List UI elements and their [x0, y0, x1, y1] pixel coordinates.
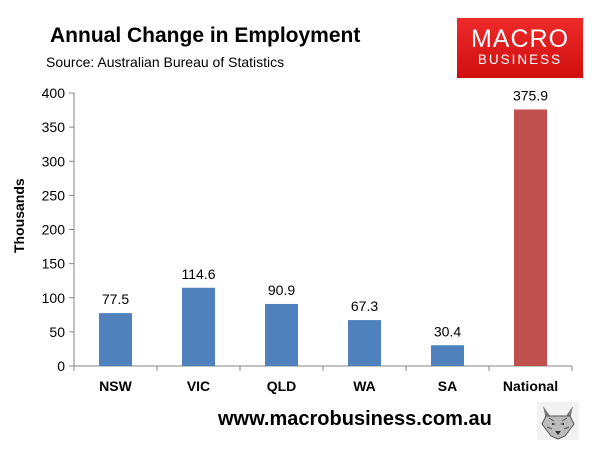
x-tick-label-national: National — [503, 378, 558, 394]
y-tick-label: 50 — [49, 324, 65, 340]
y-tick-label: 150 — [42, 256, 66, 272]
y-tick-label: 200 — [42, 222, 66, 238]
bar-wa — [348, 320, 381, 366]
data-label-sa: 30.4 — [434, 323, 461, 339]
y-tick-label: 250 — [42, 187, 66, 203]
chart-title: Annual Change in Employment — [50, 24, 361, 47]
bar-qld — [265, 303, 298, 366]
x-tick-label-nsw: NSW — [99, 378, 132, 394]
website-url: www.macrobusiness.com.au — [218, 408, 492, 430]
y-tick-label: 400 — [42, 85, 66, 101]
y-tick-label: 100 — [42, 290, 66, 306]
data-label-national: 375.9 — [513, 87, 548, 103]
y-tick-label: 300 — [42, 153, 66, 169]
logo-line-macro: MACRO — [470, 25, 570, 53]
bar-sa — [431, 345, 464, 366]
macrobusiness-logo: MACRO BUSINESS — [457, 18, 583, 78]
bar-vic — [182, 287, 215, 366]
bar-national — [514, 109, 547, 367]
data-label-qld: 90.9 — [268, 282, 295, 298]
data-label-wa: 67.3 — [351, 298, 378, 314]
x-tick-label-wa: WA — [353, 378, 376, 394]
logo-line-business: BUSINESS — [477, 52, 563, 67]
x-tick-label-sa: SA — [438, 378, 457, 394]
data-label-nsw: 77.5 — [102, 291, 129, 307]
wolf-icon — [537, 402, 579, 440]
chart-source: Source: Australian Bureau of Statistics — [46, 54, 285, 70]
x-tick-label-qld: QLD — [267, 378, 297, 394]
bar-nsw — [99, 313, 132, 366]
x-tick-label-vic: VIC — [187, 378, 210, 394]
y-tick-label: 350 — [42, 119, 66, 135]
y-tick-label: 0 — [57, 358, 65, 374]
data-label-vic: 114.6 — [182, 266, 216, 282]
